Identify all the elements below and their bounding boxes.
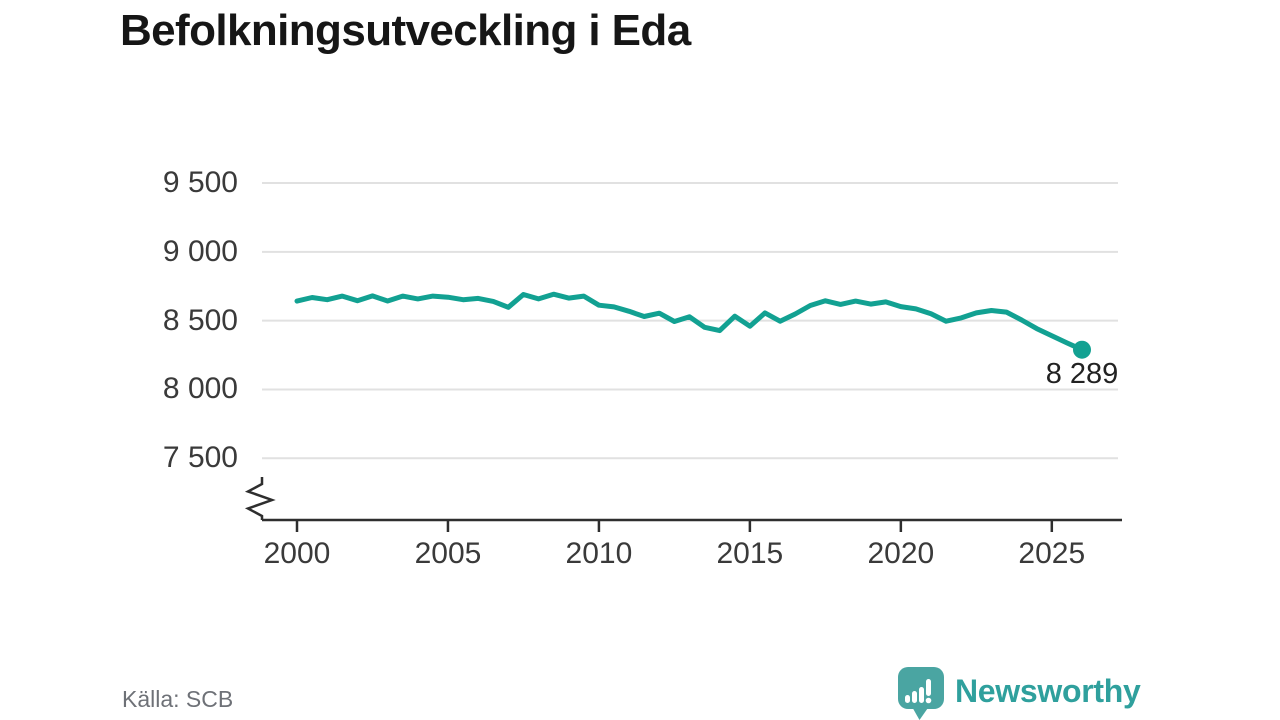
newsworthy-wordmark: Newsworthy: [955, 673, 1141, 709]
x-axis-tick-label: 2000: [263, 537, 331, 570]
x-axis-tick-label: 2020: [867, 537, 935, 570]
newsworthy-logo: Newsworthy: [898, 665, 1168, 720]
y-axis-tick-label: 8 500: [162, 303, 238, 337]
y-axis-break-zigzag: [244, 477, 276, 520]
source-note: Källa: SCB: [122, 686, 234, 712]
end-point-dot: [1073, 340, 1091, 359]
page-title: Befolkningsutveckling i Eda: [120, 6, 691, 55]
y-axis-tick-label: 8 000: [162, 372, 238, 406]
population-line: [294, 291, 1085, 353]
x-axis-tick-label: 2010: [565, 537, 633, 570]
x-axis-tick-label: 2005: [414, 537, 482, 570]
x-axis-tick-label: 2025: [1018, 537, 1086, 570]
x-axis-tick-label: 2015: [716, 537, 784, 570]
end-value-annotation: 8 289: [1045, 357, 1119, 390]
y-axis-tick-label: 7 500: [162, 441, 238, 475]
y-axis-tick-label: 9 000: [162, 234, 238, 268]
y-axis-tick-label: 9 500: [162, 166, 238, 199]
newsworthy-bubble-chart-icon: [898, 667, 944, 720]
